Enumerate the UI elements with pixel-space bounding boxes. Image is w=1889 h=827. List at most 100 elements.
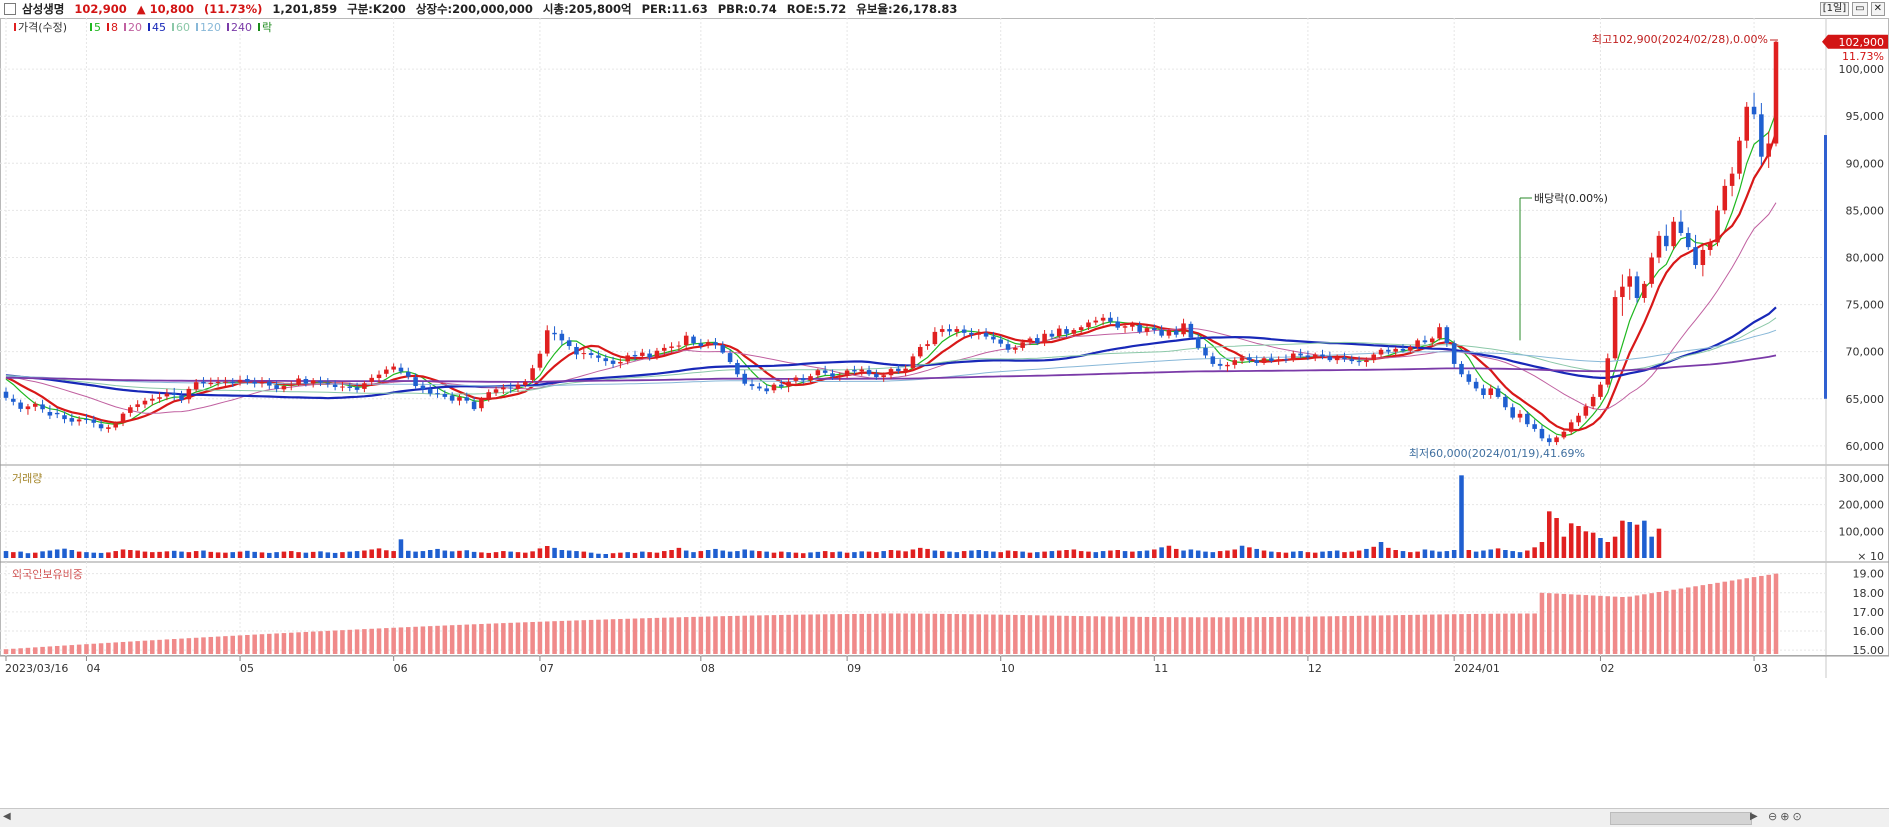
candle (179, 395, 184, 401)
foreign-bar (727, 616, 733, 654)
foreign-bar (1568, 594, 1574, 654)
volume-bar (917, 547, 923, 558)
candle (1656, 235, 1662, 258)
scroll-thumb[interactable] (1610, 812, 1752, 825)
candle (281, 386, 287, 390)
volume-bar (1276, 552, 1281, 558)
reserve-ratio: 유보율:26,178.83 (856, 2, 958, 16)
volume-bar (406, 550, 411, 558)
foreign-bar (325, 630, 331, 654)
volume-bar (54, 549, 60, 558)
foreign-bar (793, 614, 799, 654)
candle (683, 335, 689, 346)
foreign-bar (888, 613, 894, 654)
candle (954, 329, 960, 332)
candle (1422, 340, 1428, 343)
period-button[interactable]: [1일] (1819, 2, 1850, 16)
volume-bar (245, 550, 250, 558)
last-price-label: 102,900 (1839, 36, 1885, 49)
candle (120, 413, 126, 423)
zoom-reset-icon[interactable]: ⊙ (1792, 810, 1802, 823)
foreign-bar (1078, 616, 1084, 654)
volume-bar (1027, 552, 1033, 558)
volume-bar (1166, 545, 1172, 558)
foreign-y-label: 15.00 (1853, 644, 1885, 657)
volume-bar (1210, 552, 1216, 558)
candle (925, 344, 930, 347)
foreign-bar (259, 634, 265, 654)
volume-bar (983, 551, 989, 558)
foreign-bar (713, 616, 718, 654)
volume-bar (84, 552, 89, 558)
foreign-bar (632, 618, 638, 654)
volume-bar (537, 548, 543, 558)
volume-bar (464, 550, 470, 558)
volume-bar (640, 551, 645, 558)
volume-bar (596, 553, 601, 558)
foreign-bar (771, 615, 777, 654)
restore-icon[interactable]: ▭ (1852, 2, 1868, 16)
foreign-bar (625, 618, 630, 654)
foreign-bar (530, 621, 535, 654)
candle (1049, 333, 1055, 337)
foreign-bar (54, 645, 60, 654)
foreign-bar (1488, 613, 1494, 654)
foreign-bar (471, 624, 477, 654)
scroll-right-icon[interactable]: ▶ (1750, 811, 1758, 822)
y-tick-label: 85,000 (1846, 204, 1885, 217)
scroll-left-icon[interactable]: ◀ (3, 811, 11, 822)
per-value: PER:11.63 (641, 2, 708, 16)
volume-bar (764, 551, 769, 558)
y-tick-label: 75,000 (1846, 299, 1885, 312)
volume-bar (1225, 550, 1230, 558)
foreign-bar (310, 631, 316, 654)
foreign-bar (1071, 615, 1077, 654)
candle (1678, 221, 1684, 233)
foreign-bar (1649, 593, 1654, 654)
foreign-bar (1583, 595, 1589, 654)
volume-bar (1583, 531, 1589, 558)
y-tick-label: 90,000 (1846, 157, 1885, 170)
close-icon[interactable]: ✕ (1870, 2, 1885, 16)
foreign-bar (84, 644, 89, 654)
foreign-bar (1444, 614, 1450, 654)
candle (588, 353, 594, 355)
chart-scrollbar[interactable]: ◀ ▶ ⊖ ⊕ ⊙ (0, 808, 1889, 827)
candle (1130, 324, 1135, 327)
volume-bar (150, 552, 155, 558)
candle (1576, 415, 1581, 423)
volume-bar (1649, 536, 1654, 558)
candle (98, 424, 104, 429)
foreign-bar (976, 614, 982, 654)
volume-bar (1656, 528, 1662, 558)
foreign-bar (925, 613, 930, 654)
volume-bar (25, 553, 31, 558)
volume-bar (779, 551, 784, 558)
volume-bar (1386, 547, 1391, 558)
foreign-bar (735, 615, 740, 654)
foreign-bar (1437, 614, 1442, 654)
candle (691, 336, 696, 344)
foreign-bar (544, 621, 550, 654)
foreign-bar (1408, 614, 1413, 654)
foreign-bar (720, 616, 726, 654)
candle (1364, 360, 1369, 363)
candle (91, 419, 97, 423)
volume-bar (837, 551, 843, 558)
volume-bar (676, 547, 682, 558)
candle (32, 403, 38, 407)
foreign-bar (142, 640, 148, 654)
volume-bar (1261, 550, 1267, 558)
zoom-in-icon[interactable]: ⊕ (1780, 810, 1790, 823)
candle (54, 412, 60, 415)
foreign-bar (493, 623, 499, 654)
volume-bar (1305, 552, 1311, 558)
stock-chart[interactable]: 60,000 65,000 70,000 75,000 80,000 85,000 90,0… (0, 18, 1889, 808)
candle (1232, 360, 1238, 365)
zoom-out-icon[interactable]: ⊖ (1768, 810, 1778, 823)
volume-bar (969, 550, 974, 558)
candle (413, 377, 418, 387)
candle (62, 415, 67, 420)
foreign-bar (1693, 586, 1698, 654)
legend-item: 락 (262, 21, 272, 34)
